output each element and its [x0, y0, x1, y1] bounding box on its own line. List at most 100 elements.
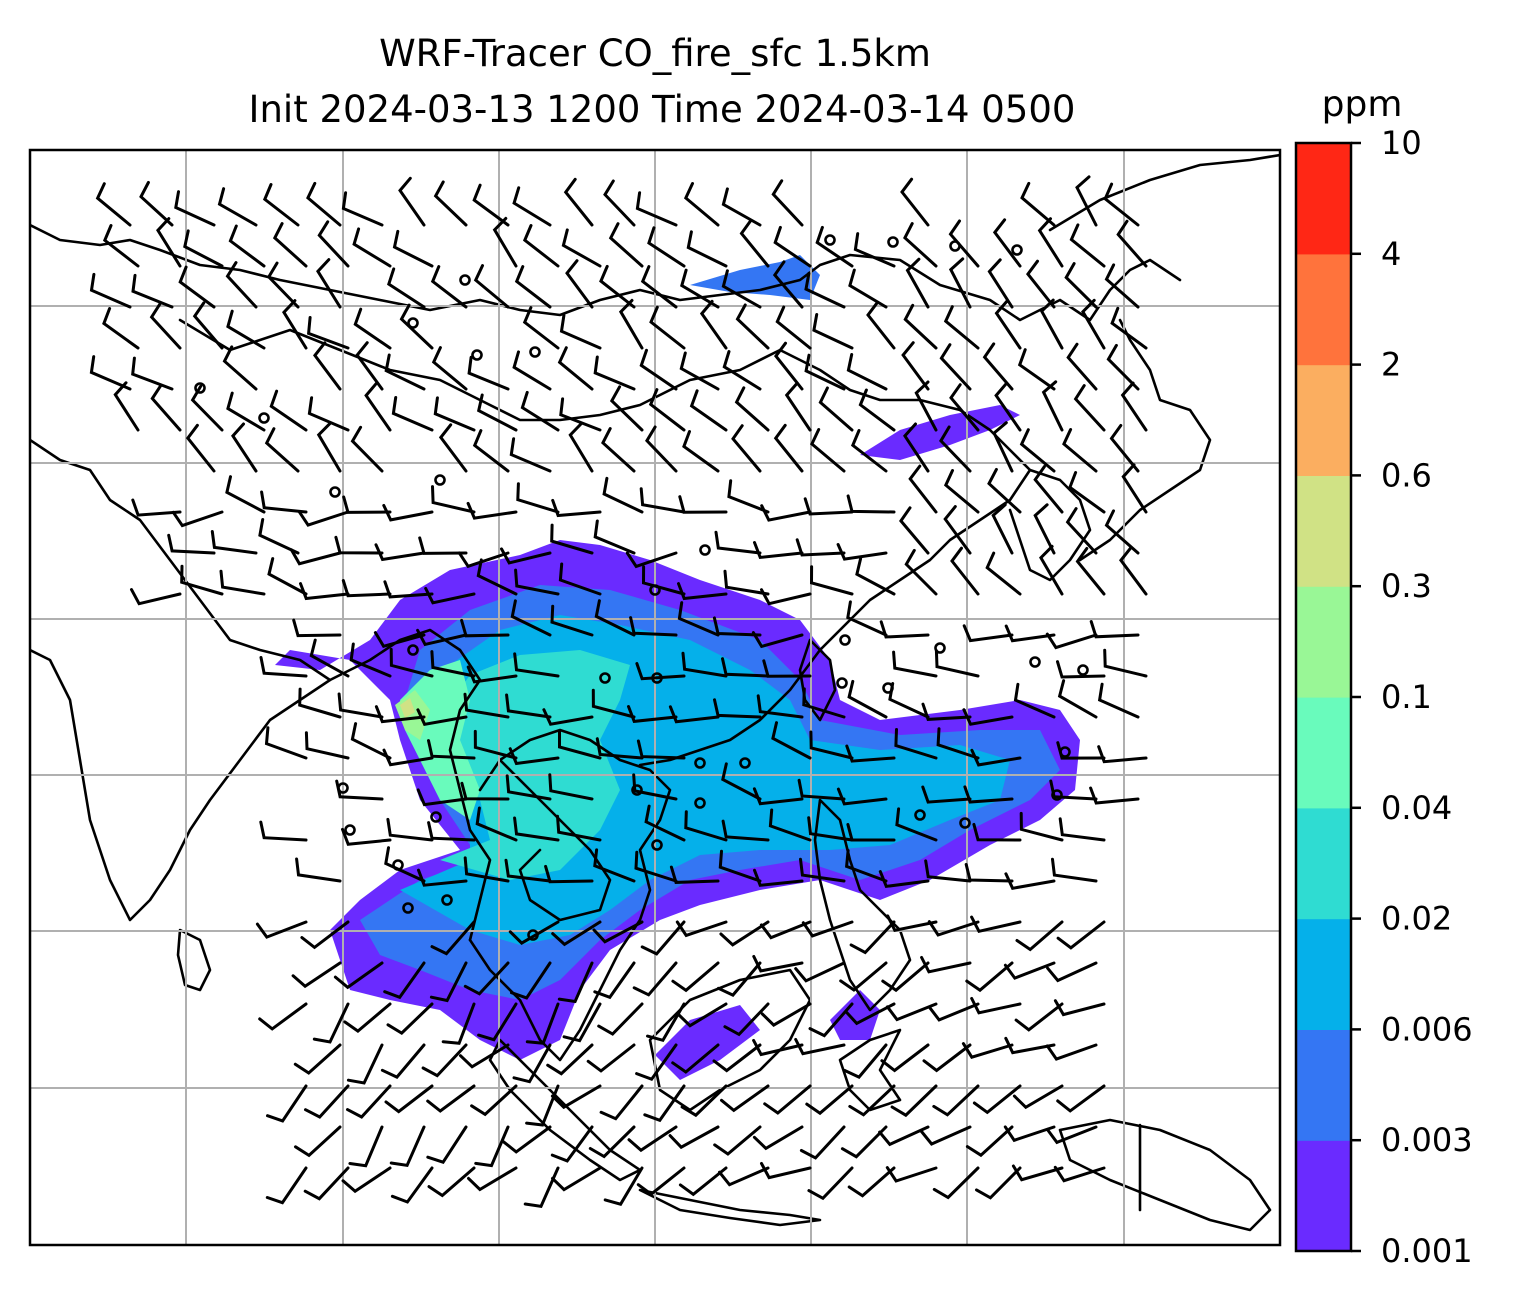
wind-barb [689, 389, 728, 432]
wind-barb [565, 259, 594, 309]
wind-barb [627, 1125, 678, 1153]
wind-barb [386, 817, 434, 842]
wind-barb [640, 265, 678, 309]
wind-barb [316, 421, 342, 473]
wind-calm-marker [824, 234, 836, 246]
wind-barb [721, 819, 770, 842]
wind-barb [424, 587, 476, 605]
wind-barb [416, 628, 468, 647]
wind-barb [1039, 298, 1064, 350]
wind-barb [846, 600, 888, 637]
wind-barb [1068, 471, 1106, 514]
wind-barb [618, 298, 644, 350]
wind-barb [210, 530, 258, 555]
wind-barb [599, 264, 636, 309]
wind-barb [380, 1043, 426, 1079]
wind-barb [457, 551, 510, 569]
colorbar-tick-label: 2 [1381, 346, 1401, 384]
wind-barb [712, 616, 762, 637]
wind-barb [550, 523, 594, 555]
wind-barb [794, 961, 846, 983]
wind-barb [720, 1084, 770, 1113]
wind-barb [809, 565, 854, 596]
wind-barb [289, 548, 342, 566]
coastline-sri-lanka [176, 928, 212, 992]
wind-barb [343, 1002, 392, 1033]
wind-barb [269, 389, 308, 432]
wind-barb [282, 299, 308, 350]
colorbar-tick-label: 4 [1381, 235, 1401, 273]
wind-barb [264, 726, 308, 760]
coastline-taiwan [798, 638, 837, 722]
colorbar-tick-label: 10 [1381, 124, 1422, 162]
wind-barb [608, 222, 644, 268]
wind-barb [473, 729, 518, 760]
wind-barb [364, 381, 392, 432]
wind-barb [895, 807, 938, 842]
wind-barb [1051, 857, 1098, 883]
wind-barb [556, 814, 602, 842]
wind-barb [1103, 182, 1140, 227]
wind-barb [922, 1043, 972, 1073]
wind-barb [934, 649, 980, 678]
wind-barb [760, 1002, 812, 1027]
wind-barb [735, 303, 770, 350]
wind-barb [948, 219, 980, 268]
wind-barb [514, 568, 560, 596]
wind-barb [542, 708, 594, 726]
wind-barb [512, 1043, 552, 1084]
wind-barb [932, 1166, 980, 1200]
wind-calm-marker [839, 634, 851, 646]
colorbar-band [1296, 918, 1351, 1030]
wind-barb [418, 536, 468, 555]
wind-barb [894, 728, 938, 760]
wind-barb [475, 806, 518, 842]
wind-barb [849, 920, 896, 955]
wind-barb [843, 1043, 888, 1079]
wind-barb [927, 920, 980, 937]
wind-barb [775, 305, 812, 350]
coastline-java [638, 1188, 822, 1227]
wind-barb [312, 1002, 350, 1044]
wind-barb [342, 495, 392, 514]
wind-barb [272, 222, 308, 268]
wind-barb [390, 1166, 434, 1204]
wind-barb [808, 1002, 854, 1038]
wind-barb [752, 1038, 804, 1057]
wind-calm-marker [407, 317, 419, 329]
wind-barb [523, 1166, 560, 1209]
wind-barb [679, 351, 720, 391]
wind-barb [190, 384, 224, 432]
wind-barb [476, 558, 518, 596]
wind-calm-marker [651, 839, 663, 851]
wind-barb [89, 355, 132, 391]
wind-barb [801, 920, 854, 938]
wind-barb [512, 350, 552, 391]
wind-barb [943, 305, 980, 350]
wind-barb [1003, 961, 1056, 980]
wind-barb [908, 464, 938, 514]
wind-barb [300, 920, 350, 950]
wind-barb [671, 961, 720, 993]
wind-barb [699, 299, 728, 350]
wind-barb [389, 1125, 426, 1168]
wind-barb [476, 393, 518, 432]
wind-barb [226, 309, 266, 350]
wind-barb [803, 497, 854, 516]
coastline-india [30, 438, 332, 922]
wind-barb [150, 383, 182, 432]
wind-barb [399, 303, 434, 350]
wind-calm-marker [459, 274, 471, 286]
wind-barb [943, 505, 972, 555]
wind-barb [799, 1125, 846, 1160]
wind-barb [760, 1162, 812, 1180]
wind-barb [1103, 648, 1148, 678]
wind-barb [178, 265, 216, 309]
wind-barb [597, 1002, 644, 1036]
wind-barb [795, 538, 846, 557]
wind-barb [505, 693, 552, 719]
wind-barb [718, 1166, 770, 1187]
wind-barb [266, 1084, 308, 1123]
wind-barb [398, 176, 426, 227]
wind-barb [316, 258, 342, 309]
